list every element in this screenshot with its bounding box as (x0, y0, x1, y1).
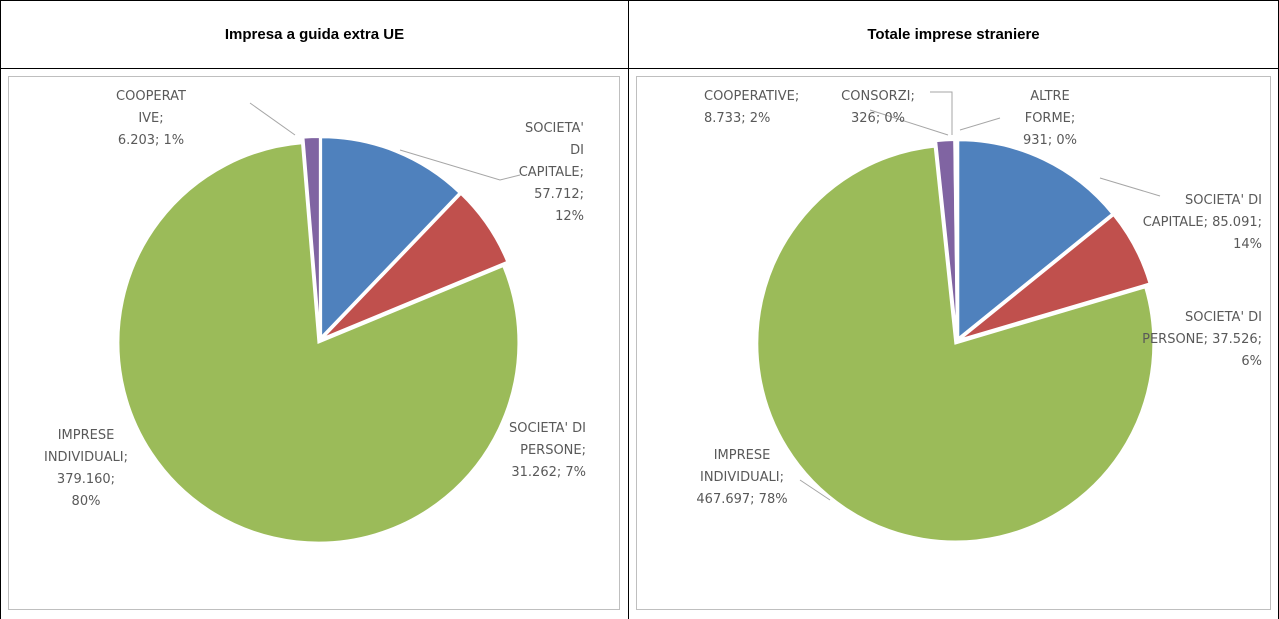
pie-slice (954, 138, 958, 339)
data-label: SOCIETA' DI CAPITALE; 57.712; 12% (518, 121, 584, 224)
data-label: CONSORZI; 326; 0% (841, 89, 915, 126)
pie-slice (959, 213, 1151, 341)
pie-slice (321, 192, 509, 340)
leader-line (249, 102, 296, 136)
leader-line (869, 109, 949, 136)
pie-slice (117, 142, 520, 544)
data-label: COOPERATIVE; 8.733; 2% (704, 89, 800, 126)
chart-area (8, 76, 620, 610)
data-label: SOCIETA' DI PERSONE; 37.526; 6% (1142, 310, 1262, 369)
pie-slice (756, 145, 1155, 543)
leader-line (399, 149, 521, 181)
leader-line (959, 117, 1001, 131)
leader-line (799, 479, 831, 501)
data-label: IMPRESE INDIVIDUALI; 467.697; 78% (696, 448, 788, 507)
data-label: IMPRESE INDIVIDUALI; 379.160; 80% (44, 428, 129, 509)
pie-slice (957, 139, 1114, 341)
chart-area (636, 76, 1271, 610)
data-label: SOCIETA' DI CAPITALE; 85.091; 14% (1142, 193, 1262, 252)
pie-slice (302, 136, 321, 338)
pie-slice (320, 136, 461, 340)
data-label: COOPERATIVE; 6.203; 1% (116, 89, 186, 148)
leader-line (930, 91, 953, 135)
leader-lines (249, 91, 1161, 501)
data-label: ALTRE FORME; 931; 0% (1023, 89, 1077, 148)
leader-line (1099, 177, 1161, 197)
data-label: SOCIETA' DI PERSONE; 31.262; 7% (509, 421, 586, 480)
